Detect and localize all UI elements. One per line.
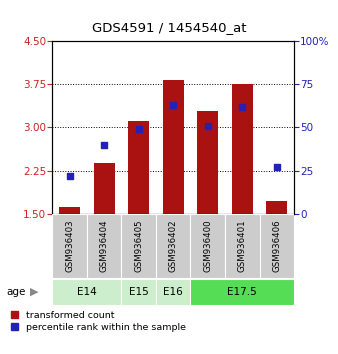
Bar — [52, 279, 121, 305]
Bar — [128, 120, 149, 214]
Legend: transformed count, percentile rank within the sample: transformed count, percentile rank withi… — [11, 311, 186, 332]
Bar — [121, 214, 156, 278]
Bar — [94, 163, 115, 214]
Text: E16: E16 — [163, 287, 183, 297]
Bar — [260, 214, 294, 278]
Text: E14: E14 — [77, 287, 97, 297]
Point — [171, 102, 176, 108]
Text: GSM936406: GSM936406 — [272, 220, 281, 272]
Bar — [52, 214, 87, 278]
Bar — [156, 214, 191, 278]
Bar — [191, 279, 294, 305]
Bar — [163, 80, 184, 214]
Point — [101, 142, 107, 148]
Text: age: age — [7, 287, 26, 297]
Bar — [87, 214, 121, 278]
Text: ▶: ▶ — [30, 287, 39, 297]
Text: GSM936401: GSM936401 — [238, 220, 247, 272]
Text: GSM936403: GSM936403 — [65, 220, 74, 272]
Point — [274, 165, 280, 170]
Bar — [191, 214, 225, 278]
Point — [240, 104, 245, 109]
Text: GSM936404: GSM936404 — [100, 220, 109, 272]
Text: E17.5: E17.5 — [227, 287, 257, 297]
Bar — [266, 201, 287, 214]
Point — [205, 123, 211, 129]
Bar — [121, 279, 156, 305]
Bar — [156, 279, 191, 305]
Text: GSM936405: GSM936405 — [134, 220, 143, 272]
Bar — [197, 111, 218, 214]
Point — [136, 126, 141, 132]
Text: GSM936400: GSM936400 — [203, 220, 212, 272]
Bar — [232, 84, 252, 214]
Bar — [59, 207, 80, 214]
Text: GSM936402: GSM936402 — [169, 220, 178, 272]
Text: E15: E15 — [129, 287, 149, 297]
Text: GDS4591 / 1454540_at: GDS4591 / 1454540_at — [92, 21, 246, 34]
Bar — [225, 214, 260, 278]
Point — [67, 173, 72, 179]
